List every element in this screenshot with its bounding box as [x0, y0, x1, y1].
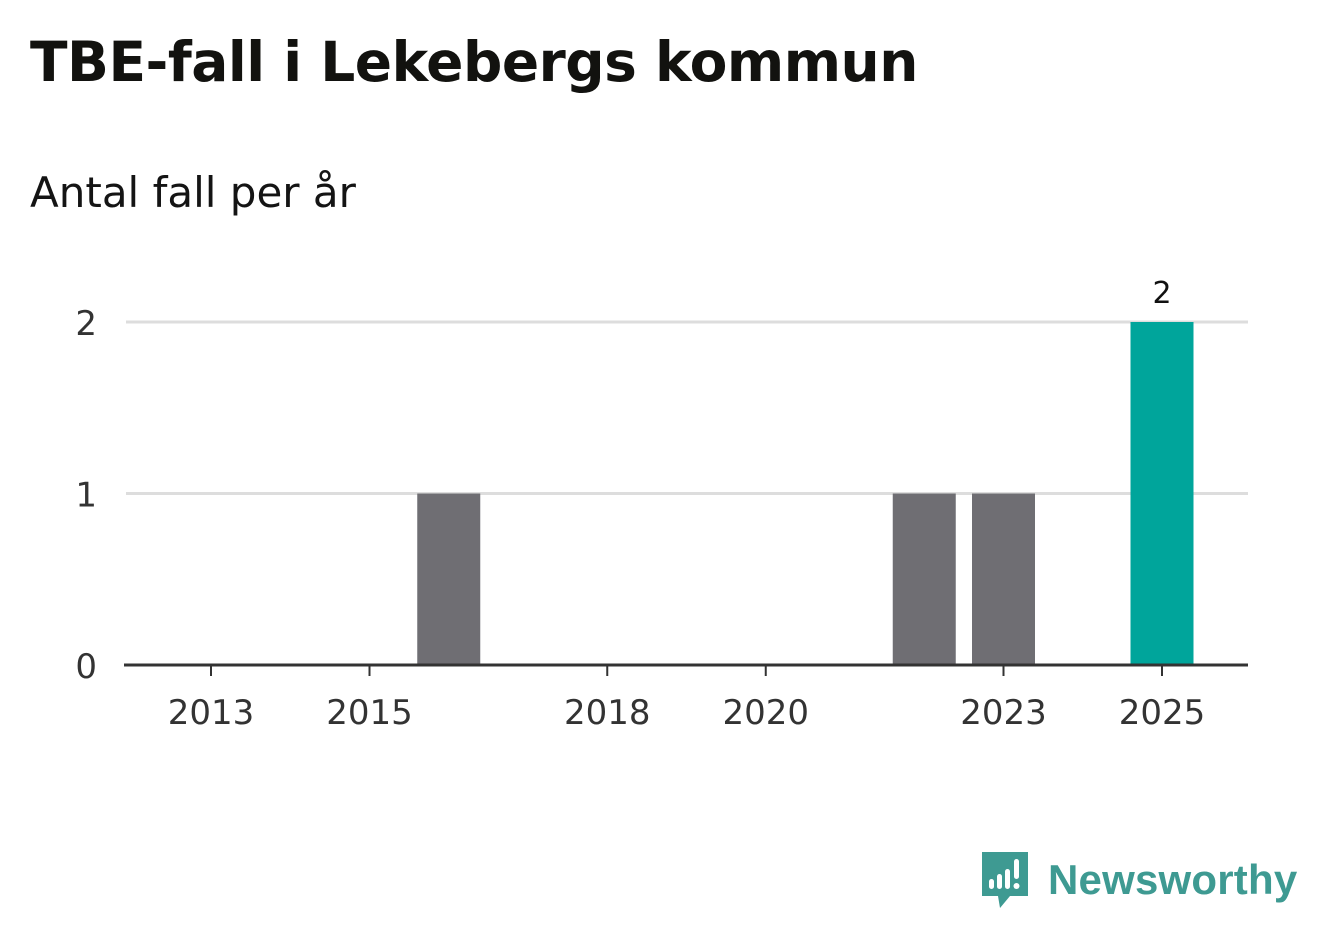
chart-title: TBE-fall i Lekebergs kommun: [30, 30, 918, 94]
bar: [417, 493, 481, 665]
y-tick-label: 0: [75, 647, 97, 687]
newsworthy-logo-icon: [982, 852, 1028, 908]
y-tick-label: 1: [75, 476, 97, 516]
x-tick-label: 2013: [168, 693, 255, 733]
y-tick-label: 2: [75, 304, 97, 344]
x-tick-label: 2025: [1119, 693, 1206, 733]
data-label: 2: [1152, 276, 1171, 311]
brand-name: Newsworthy: [1048, 856, 1298, 903]
brand-logo: Newsworthy: [980, 848, 1297, 912]
x-tick-label: 2023: [960, 693, 1047, 733]
x-tick-label: 2020: [722, 693, 809, 733]
x-tick-label: 2015: [326, 693, 413, 733]
chart-subtitle: Antal fall per år: [30, 168, 356, 217]
bar: [892, 493, 956, 665]
bar: [1130, 322, 1194, 665]
bar-chart: 0 1 2 2013 2015 2018 2020 2023 2025 2: [75, 276, 1248, 733]
bar: [972, 493, 1035, 665]
x-tick-label: 2018: [564, 693, 651, 733]
